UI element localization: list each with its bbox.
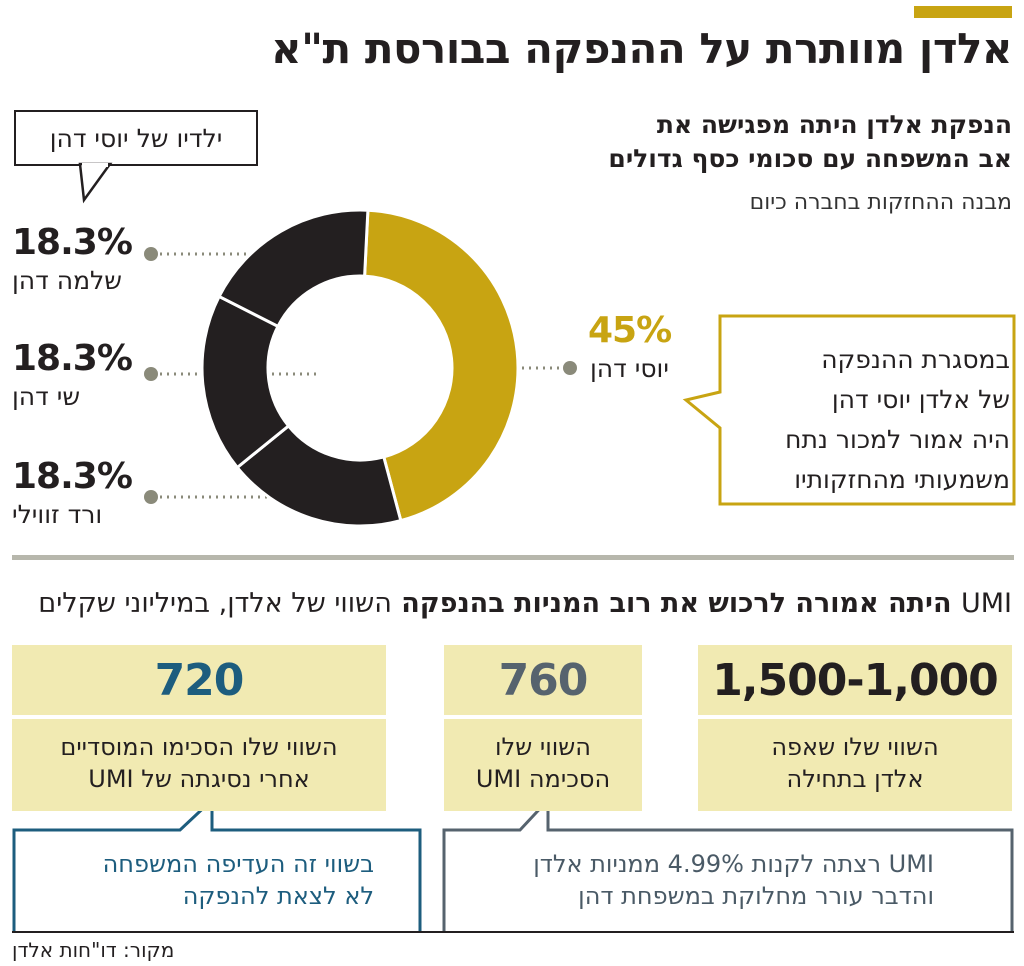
umi-note-line-2: והדבר עורר מחלוקת במשפחת דהן [578,882,934,910]
slice-value-shai: 18.3% [12,338,133,379]
valuation-card-institutional: 720 השווי שלו הסכימו המוסדיים אחרי נסיגתה… [12,645,386,811]
subtitle-line-2: אב המשפחה עם סכומי כסף גדולים [608,144,1012,173]
donut-slice-shlomo [217,208,370,329]
valuation-card-institutional-line-1: השווי שלו הסכימו המוסדיים [60,733,338,761]
family-note-line-1: בשווי זה העדיפה המשפחה [102,850,374,878]
yosi-note-line-1: במסגרת ההנפקה [821,345,1010,374]
donut-slice-yosi [363,208,520,523]
yosi-callout-box [682,314,1016,506]
valuation-card-initial-caption: השווי שלו שאפה אלדן בתחילה [698,719,1012,807]
valuation-card-initial-line-2: אלדן בתחילה [786,765,924,793]
yosi-note-line-2: של אלדן יוסי דהן [831,385,1010,414]
leader-dot-yosi [563,361,577,375]
valuation-card-umi-value: 760 [444,645,642,719]
holdings-donut-chart [200,208,520,528]
valuation-card-initial-value: 1,500-1,000 [698,645,1012,719]
yosi-note: במסגרת ההנפקה של אלדן יוסי דהן היה אמור … [785,340,1010,500]
family-note: בשווי זה העדיפה המשפחה לא לצאת להנפקה [103,848,374,912]
slice-label-shai: שי דהן [12,382,81,411]
valuation-card-initial-line-1: השווי שלו שאפה [771,733,939,761]
valuation-subtitle: UMI היתה אמורה לרכוש את רוב המניות בהנפק… [38,588,1012,619]
accent-bar [914,6,1012,18]
yosi-note-line-3: היה אמור למכור נתח [785,425,1010,454]
slice-value-yosi: 45% [588,310,672,351]
section-divider [12,555,1014,560]
umi-note: UMI רצתה לקנות 4.99% ממניות אלדן והדבר ע… [533,848,934,912]
leader-dot-vered [144,490,158,504]
valuation-subtitle-bold: היתה אמורה לרכוש את רוב המניות בהנפקה [391,588,961,619]
valuation-subtitle-prefix: UMI [960,588,1012,619]
family-note-line-2: לא לצאת להנפקה [182,882,374,910]
kids-callout-pointer [78,162,113,204]
valuation-card-initial: 1,500-1,000 השווי שלו שאפה אלדן בתחילה [698,645,1012,811]
valuation-card-institutional-line-2: אחרי נסיגתה של UMI [88,765,310,793]
valuation-card-umi: 760 השווי שלו הסכימה UMI [444,645,642,811]
slice-label-vered: ורד זווילי [12,500,103,529]
subtitle: הנפקת אלדן היתה מפגישה את אב המשפחה עם ס… [608,108,1012,176]
umi-note-line-1: UMI רצתה לקנות 4.99% ממניות אלדן [533,850,934,878]
source-credit: מקור: דו"חות אלדן [12,938,175,962]
valuation-card-umi-caption: השווי שלו הסכימה UMI [444,719,642,807]
slice-value-shlomo: 18.3% [12,222,133,263]
kids-callout: ילדיו של יוסי דהן [14,110,258,166]
slice-value-vered: 18.3% [12,456,133,497]
subtitle-line-1: הנפקת אלדן היתה מפגישה את [656,110,1012,139]
leader-dot-shlomo [144,247,158,261]
valuation-card-institutional-caption: השווי שלו הסכימו המוסדיים אחרי נסיגתה של … [12,719,386,807]
chart-caption: מבנה ההחזקות בחברה כיום [749,190,1012,215]
slice-label-yosi: יוסי דהן [590,354,669,383]
bottom-rule [12,931,1014,933]
valuation-card-umi-line-2: הסכימה UMI [475,765,611,793]
valuation-card-institutional-value: 720 [12,645,386,719]
valuation-card-umi-line-1: השווי שלו [495,733,591,761]
page-title: אלדן מוותרת על ההנפקה בבורסת ת"א [271,24,1012,73]
kids-callout-label: ילדיו של יוסי דהן [49,123,223,153]
leader-dot-shai [144,367,158,381]
valuation-subtitle-rest: השווי של אלדן, במיליוני שקלים [38,588,392,619]
yosi-note-line-4: משמעותי מהחזקותיו [794,465,1010,494]
slice-label-shlomo: שלמה דהן [12,266,122,295]
